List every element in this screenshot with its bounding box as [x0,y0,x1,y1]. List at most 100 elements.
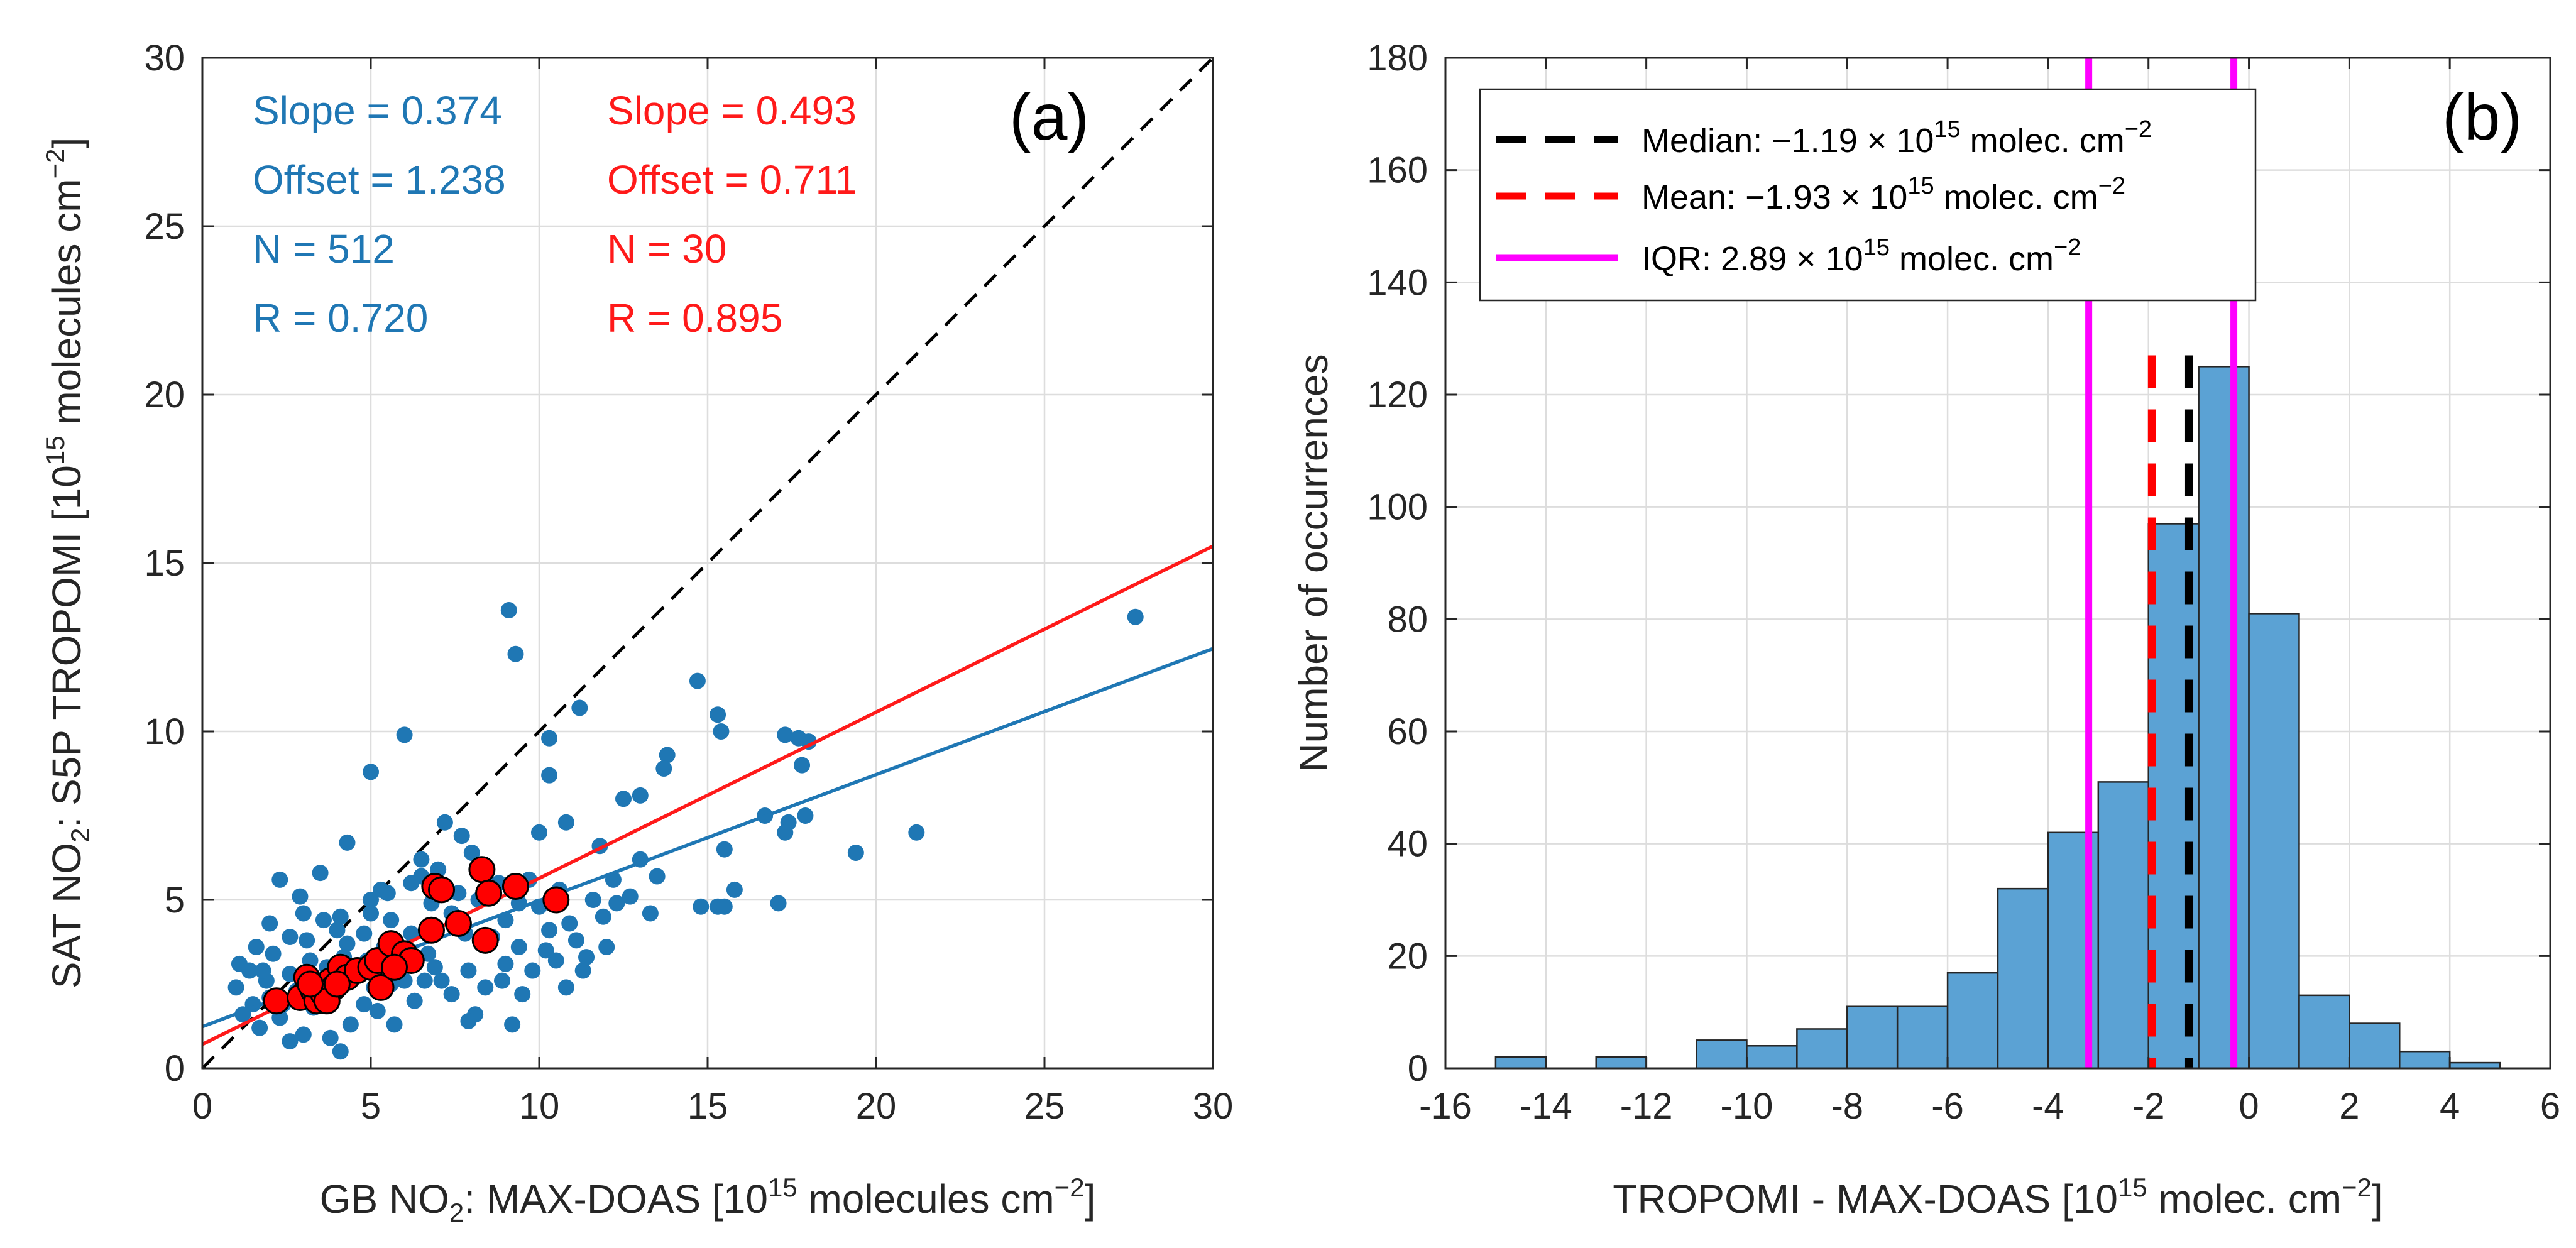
scatter-point-blue [356,925,373,942]
scatter-point-blue [716,841,733,858]
legend-median-label: Median: −1.19 × 1015 molec. cm−2 [1642,116,2152,160]
scatter-point-blue [436,814,453,831]
scatter-point-blue [416,972,433,989]
histogram-bar [2399,1050,2451,1070]
x-tick-label: -14 [1520,1086,1572,1127]
scatter-point-blue [299,932,315,949]
scatter-point-blue [777,726,794,743]
x-tick-label: -2 [2132,1086,2165,1127]
y-tick-label: 0 [165,1048,185,1089]
histogram-bar [1997,887,2049,1070]
scatter-point-blue [514,986,531,1003]
blue-r-stat: R = 0.720 [253,295,428,341]
scatter-point-blue [510,939,527,956]
scatter-point-red [367,973,395,1001]
scatter-point-blue [265,945,282,962]
x-tick-label: 4 [2440,1086,2460,1127]
scatter-point-blue [315,912,332,929]
panel-a-one-to-one-line [201,57,1214,1070]
scatter-point-blue [507,645,524,662]
scatter-point-blue [497,955,514,972]
panel-b-histogram: -16 -14 -12 -10 -8 -6 -4 -2 0 2 4 6 0 20 40 60 80 100 120… [1291,38,2560,1222]
panel-a-label: (a) [1009,81,1089,154]
scatter-point-blue [571,699,588,716]
scatter-point-blue [227,979,244,996]
scatter-point-blue [460,962,477,979]
y-tick-label: 10 [144,711,185,752]
histogram-bar [1946,972,1999,1070]
panel-a-y-ticks: 0 5 10 15 20 25 30 [144,38,1213,1089]
scatter-point-blue [251,1019,268,1036]
scatter-point-blue [615,791,632,807]
panel-b-y-axis-label: Number of occurrences [1291,354,1336,772]
red-offset-stat: Offset = 0.711 [607,157,857,202]
scatter-point-blue [797,807,814,824]
scatter-point-blue [248,939,265,956]
scatter-point-blue [363,892,379,908]
scatter-point-blue [531,824,547,841]
scatter-point-blue [770,895,787,912]
scatter-point-red [501,873,529,900]
scatter-point-blue [622,888,639,905]
scatter-point-red [444,910,472,938]
panel-b-axes-box [1444,57,2551,1070]
panel-a-y-axis-label: SAT NO2: S5P TROPOMI [1015 molecules cm−… [40,138,95,989]
scatter-point-blue [716,898,733,915]
x-tick-label: 2 [2339,1086,2359,1127]
panel-b-label: (b) [2442,81,2522,154]
scatter-point-red [468,856,496,884]
x-tick-label: 25 [1024,1086,1065,1127]
scatter-point-blue [794,757,811,774]
y-tick-label: 30 [144,38,185,79]
y-tick-label: 25 [144,206,185,247]
histogram-bar [2198,366,2250,1070]
blue-offset-stat: Offset = 1.238 [253,157,506,202]
blue-slope-stat: Slope = 0.374 [253,88,502,133]
histogram-bar [2097,781,2149,1070]
histogram-bar [1896,1005,1949,1070]
one-to-one-line [201,57,1214,1070]
blue-n-stat: N = 512 [253,226,395,271]
histogram-bar [1746,1045,1798,1070]
x-tick-label: -10 [1721,1086,1773,1127]
legend-iqr-label: IQR: 2.89 × 1015 molec. cm−2 [1642,234,2081,278]
y-tick-label: 20 [1387,936,1428,977]
x-tick-label: 10 [519,1086,560,1127]
scatter-point-red [297,970,324,998]
scatter-point-blue [659,747,676,764]
panel-a-x-ticks: 0 5 10 15 20 25 30 [192,58,1233,1127]
scatter-point-blue [403,875,420,892]
scatter-point-blue [460,1012,477,1029]
scatter-point-blue [339,935,356,952]
scatter-point-blue [567,932,584,949]
scatter-point-blue [655,760,672,777]
x-tick-label: -12 [1620,1086,1673,1127]
x-tick-label: 30 [1193,1086,1234,1127]
panel-b-bars [1494,366,2501,1070]
scatter-point-blue [295,1026,312,1043]
histogram-bar [1796,1028,1848,1070]
scatter-point-red [542,886,570,914]
scatter-point-blue [369,1002,386,1019]
x-tick-label: 20 [856,1086,897,1127]
x-tick-label: -4 [2032,1086,2064,1127]
y-tick-label: 180 [1367,38,1428,79]
x-tick-label: 15 [688,1086,728,1127]
y-tick-label: 15 [144,543,185,584]
scatter-point-blue [500,602,517,619]
scatter-point-blue [578,949,595,966]
y-tick-label: 80 [1387,599,1428,640]
scatter-point-blue [383,912,400,929]
scatter-point-blue [693,898,710,915]
scatter-point-blue [541,730,558,747]
histogram-bar [2349,1022,2401,1070]
scatter-point-blue [413,851,430,868]
scatter-point-blue [396,726,413,743]
scatter-point-blue [426,959,443,976]
histogram-bar [1696,1039,1748,1070]
scatter-point-blue [406,992,423,1009]
histogram-bar [2298,994,2350,1070]
y-tick-label: 160 [1367,150,1428,191]
y-tick-label: 20 [144,375,185,415]
scatter-point-blue [386,1016,403,1033]
